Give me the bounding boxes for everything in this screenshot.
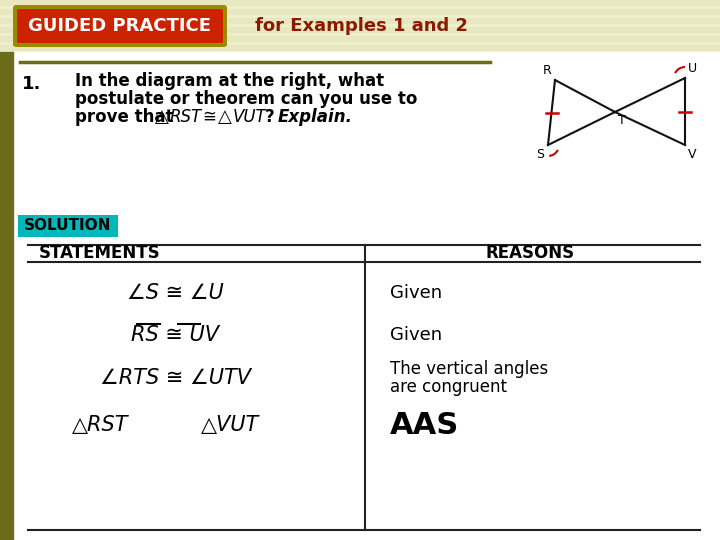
Text: postulate or theorem can you use to: postulate or theorem can you use to bbox=[75, 90, 418, 108]
Text: STATEMENTS: STATEMENTS bbox=[39, 244, 161, 262]
Text: U: U bbox=[688, 62, 697, 75]
FancyBboxPatch shape bbox=[18, 215, 118, 237]
Text: △: △ bbox=[218, 108, 232, 126]
Text: REASONS: REASONS bbox=[485, 244, 575, 262]
Text: S: S bbox=[536, 148, 544, 161]
Text: prove that: prove that bbox=[75, 108, 179, 126]
FancyBboxPatch shape bbox=[17, 9, 223, 43]
Text: Given: Given bbox=[390, 284, 442, 302]
Text: for Examples 1 and 2: for Examples 1 and 2 bbox=[255, 17, 468, 35]
Text: △: △ bbox=[155, 108, 169, 126]
FancyBboxPatch shape bbox=[13, 5, 227, 47]
Text: 1.: 1. bbox=[22, 75, 41, 93]
Text: V: V bbox=[688, 148, 696, 161]
Text: GUIDED PRACTICE: GUIDED PRACTICE bbox=[29, 17, 212, 35]
Text: AAS: AAS bbox=[390, 410, 459, 440]
Text: RS ≅ UV: RS ≅ UV bbox=[131, 325, 219, 345]
Text: RST: RST bbox=[170, 108, 202, 126]
Text: Explain.: Explain. bbox=[278, 108, 353, 126]
Text: R: R bbox=[542, 64, 551, 77]
Text: ≅: ≅ bbox=[202, 108, 216, 126]
Text: ∠RTS ≅ ∠UTV: ∠RTS ≅ ∠UTV bbox=[99, 368, 251, 388]
Text: The vertical angles: The vertical angles bbox=[390, 360, 548, 378]
Text: T: T bbox=[618, 114, 626, 127]
Text: ?: ? bbox=[265, 108, 275, 126]
Text: In the diagram at the right, what: In the diagram at the right, what bbox=[75, 72, 384, 90]
Text: △RST: △RST bbox=[72, 415, 128, 435]
Text: △VUT: △VUT bbox=[201, 415, 259, 435]
Text: are congruent: are congruent bbox=[390, 378, 507, 396]
Text: VUT: VUT bbox=[233, 108, 266, 126]
Text: SOLUTION: SOLUTION bbox=[24, 219, 112, 233]
Text: Given: Given bbox=[390, 326, 442, 344]
Text: ∠S ≅ ∠U: ∠S ≅ ∠U bbox=[127, 283, 223, 303]
